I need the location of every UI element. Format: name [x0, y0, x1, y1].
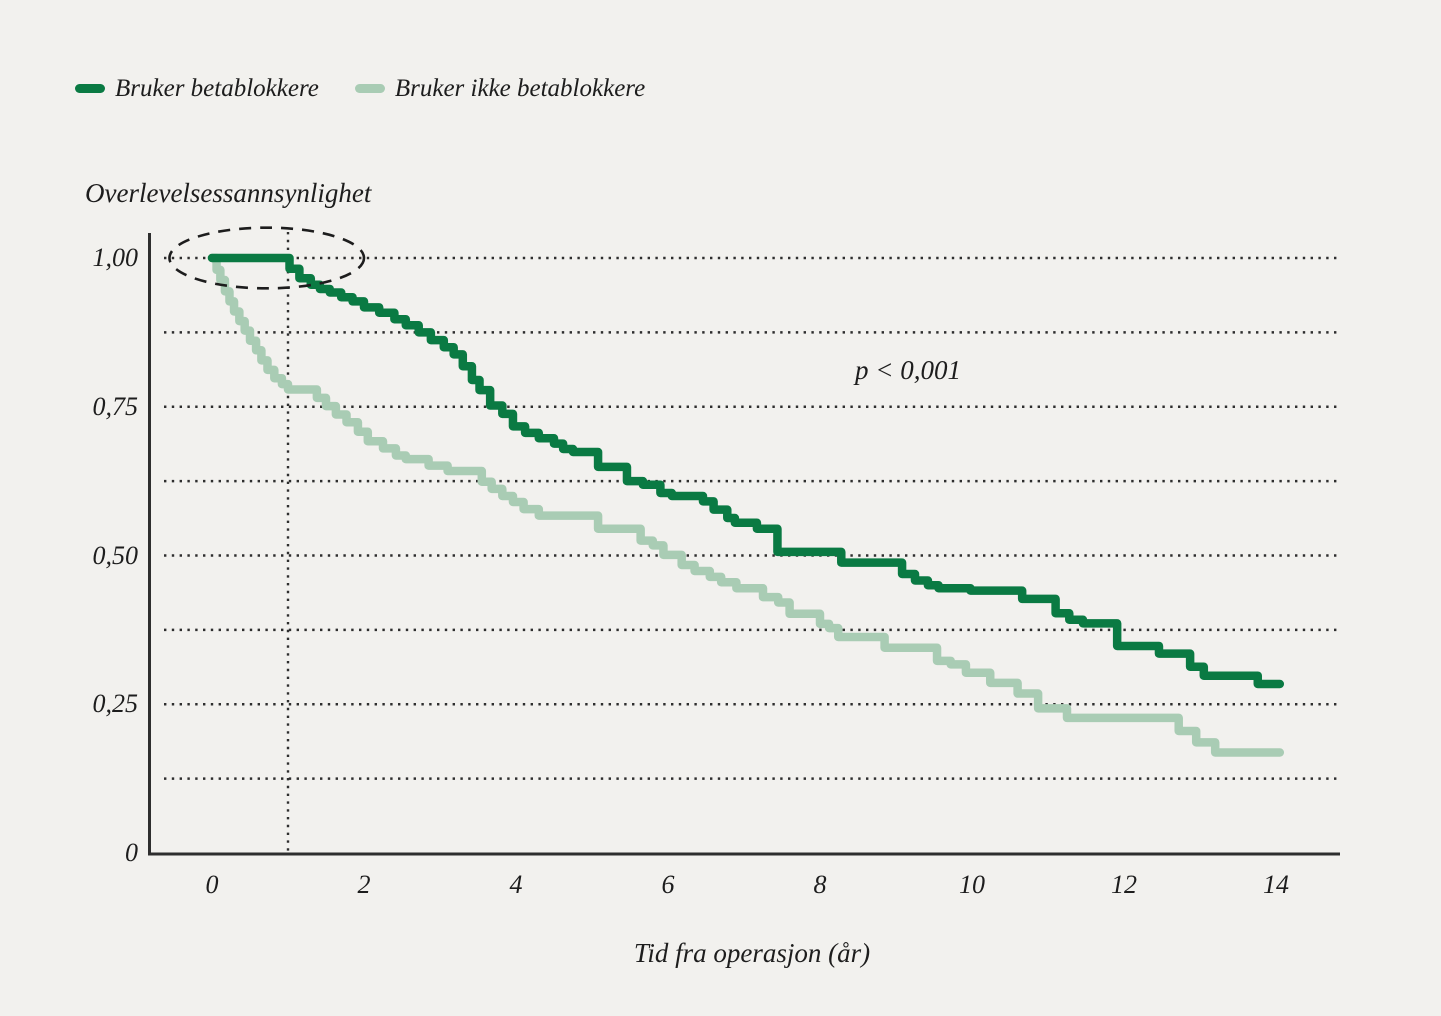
x-tick-label: 14	[1263, 870, 1289, 899]
legend-swatch-no-betablockers-icon	[354, 84, 385, 93]
legend-item-betablockers: Bruker betablokkere	[75, 76, 319, 101]
legend-label-no-betablockers: Bruker ikke betablokkere	[394, 75, 646, 102]
legend-item-no-betablockers: Bruker ikke betablokkere	[354, 75, 646, 102]
chart-legend: Bruker betablokkere Bruker ikke betablok…	[75, 76, 645, 101]
y-axis-title: Overlevelsessannsynlighet	[85, 178, 372, 208]
x-tick-label: 8	[813, 870, 827, 899]
highlight-ellipse	[168, 226, 366, 290]
x-tick-label: 4	[509, 870, 523, 899]
survival-curve-no-betablockers	[207, 253, 1285, 757]
y-tick-label: 0,50	[92, 540, 139, 570]
y-tick-label: 0,25	[92, 689, 139, 719]
y-tick-label: 1,00	[92, 243, 139, 272]
legend-swatch-betablockers-icon	[75, 84, 105, 93]
y-tick-label: 0	[125, 838, 138, 867]
x-tick-label: 10	[959, 870, 985, 899]
x-tick-label: 6	[661, 870, 675, 899]
y-tick-label: 0,75	[92, 391, 139, 421]
p-value-annotation: p < 0,001	[855, 355, 961, 385]
survival-curve-betablockers	[207, 253, 1285, 689]
x-tick-label: 12	[1111, 870, 1137, 899]
x-tick-label: 2	[357, 870, 371, 899]
x-axis-title: Tid fra operasjon (år)	[633, 938, 871, 968]
legend-label-betablockers: Bruker betablokkere	[115, 75, 319, 102]
x-tick-label: 0	[205, 870, 219, 899]
